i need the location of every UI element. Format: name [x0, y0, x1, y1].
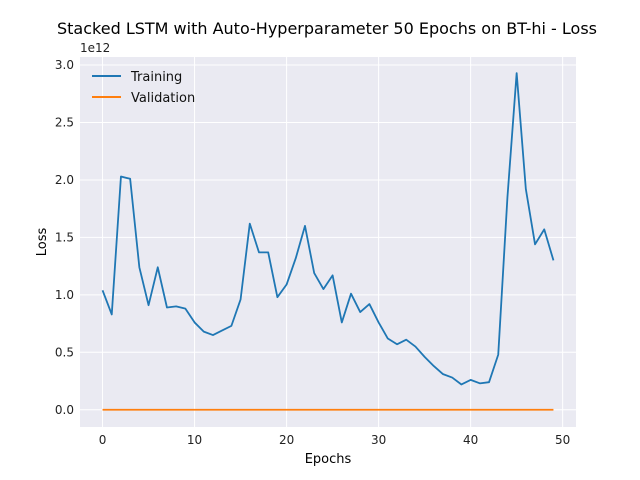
series-lines — [101, 72, 555, 411]
legend-label-training: Training — [130, 70, 182, 85]
legend: Training Validation — [92, 70, 195, 106]
x-axis-label: Epochs — [305, 452, 352, 467]
x-tick-label: 30 — [371, 433, 386, 447]
x-tick-label: 40 — [463, 433, 478, 447]
y-tick-label: 0.0 — [55, 403, 74, 417]
y-tick-label: 0.5 — [55, 345, 74, 359]
y-tick-label: 1.0 — [55, 288, 74, 302]
y-offset-label: 1e12 — [80, 41, 110, 55]
grid-lines — [80, 57, 576, 427]
y-tick-labels: 0.0 0.5 1.0 1.5 2.0 2.5 3.0 — [55, 58, 74, 417]
x-tick-labels: 0 10 20 30 40 50 — [99, 433, 571, 447]
chart-title: Stacked LSTM with Auto-Hyperparameter 50… — [57, 19, 597, 38]
y-tick-label: 2.0 — [55, 173, 74, 187]
x-tick-label: 0 — [99, 433, 107, 447]
y-tick-label: 1.5 — [55, 230, 74, 244]
y-axis-label: Loss — [35, 228, 50, 257]
x-tick-label: 50 — [555, 433, 570, 447]
x-tick-label: 10 — [187, 433, 202, 447]
plot-area — [80, 57, 576, 427]
series-line-training — [101, 72, 555, 386]
y-tick-label: 2.5 — [55, 115, 74, 129]
x-tick-label: 20 — [279, 433, 294, 447]
legend-label-validation: Validation — [131, 91, 195, 106]
y-tick-label: 3.0 — [55, 58, 74, 72]
